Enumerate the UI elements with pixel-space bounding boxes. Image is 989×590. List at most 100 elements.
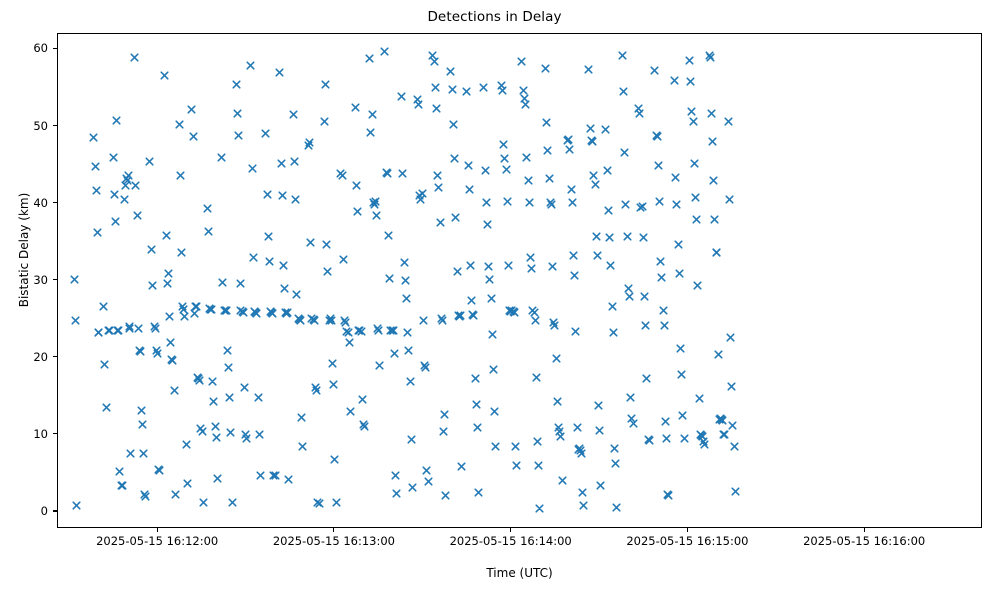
- scatter-point: [239, 308, 248, 317]
- scatter-point: [370, 200, 379, 209]
- y-tick-mark: [53, 279, 57, 281]
- scatter-point: [716, 414, 725, 423]
- scatter-point: [407, 435, 416, 444]
- y-tick-label: 50: [33, 118, 48, 133]
- scatter-point: [687, 107, 696, 116]
- scatter-point: [677, 370, 686, 379]
- scatter-point: [474, 488, 483, 497]
- scatter-point: [297, 413, 306, 422]
- scatter-point: [263, 190, 272, 199]
- scatter-point: [166, 338, 175, 347]
- scatter-point: [531, 315, 540, 325]
- x-tick-mark: [510, 528, 512, 532]
- scatter-point: [72, 501, 81, 510]
- scatter-point: [574, 445, 583, 454]
- scatter-point: [397, 92, 406, 101]
- scatter-point: [369, 198, 378, 207]
- scatter-point: [651, 130, 661, 140]
- scatter-point: [446, 67, 456, 76]
- scatter-point: [532, 373, 541, 382]
- scatter-point: [261, 129, 271, 138]
- scatter-point: [139, 449, 148, 458]
- scatter-point: [220, 305, 229, 315]
- scatter-point: [654, 161, 663, 170]
- scatter-point: [438, 315, 447, 325]
- scatter-point: [436, 218, 445, 227]
- scatter-point: [178, 302, 187, 311]
- scatter-point: [511, 442, 520, 451]
- scatter-point: [175, 120, 184, 130]
- scatter-point: [352, 181, 361, 190]
- scatter-point: [693, 281, 702, 290]
- scatter-point: [678, 411, 687, 420]
- scatter-point: [650, 66, 659, 75]
- scatter-point: [590, 180, 600, 189]
- scatter-point: [728, 421, 737, 430]
- scatter-point: [509, 307, 518, 316]
- scatter-point: [281, 308, 290, 317]
- scatter-point: [528, 306, 537, 315]
- scatter-point: [610, 444, 619, 453]
- scatter-point: [712, 248, 722, 258]
- scatter-point: [91, 162, 100, 171]
- scatter-point: [238, 307, 247, 316]
- scatter-point: [606, 261, 615, 270]
- scatter-point: [126, 449, 135, 458]
- scatter-point: [280, 284, 289, 293]
- scatter-point: [71, 316, 80, 325]
- scatter-point: [709, 176, 718, 185]
- scatter-point: [351, 103, 360, 112]
- scatter-point: [202, 204, 212, 213]
- scatter-point: [120, 194, 129, 204]
- scatter-point: [226, 428, 235, 437]
- scatter-point: [718, 416, 727, 425]
- scatter-point: [584, 65, 593, 74]
- scatter-point: [618, 51, 627, 60]
- scatter-point: [465, 185, 474, 194]
- scatter-point: [279, 261, 288, 270]
- scatter-point: [170, 386, 179, 396]
- scatter-point: [295, 315, 304, 324]
- scatter-point: [124, 322, 134, 332]
- scatter-point: [414, 100, 423, 109]
- scatter-point: [520, 94, 529, 103]
- scatter-point: [674, 240, 683, 249]
- scatter-point: [403, 328, 412, 337]
- y-axis-label: Bistatic Delay (km): [17, 192, 31, 308]
- scatter-point: [719, 430, 729, 439]
- scatter-point: [255, 430, 264, 439]
- scatter-point: [236, 306, 245, 315]
- scatter-point: [706, 53, 715, 62]
- y-tick-mark: [53, 47, 57, 49]
- scatter-point: [712, 248, 721, 258]
- scatter-point: [345, 338, 354, 347]
- scatter-point: [635, 109, 644, 118]
- scatter-point: [675, 268, 684, 278]
- scatter-point: [309, 315, 318, 324]
- x-tick-mark: [863, 528, 865, 532]
- scatter-point: [70, 275, 79, 284]
- scatter-point: [542, 118, 551, 127]
- scatter-point: [217, 153, 226, 162]
- scatter-point: [152, 346, 161, 355]
- scatter-point: [110, 190, 119, 199]
- scatter-point: [625, 292, 634, 301]
- scatter-point: [138, 420, 147, 429]
- scatter-point: [670, 76, 679, 85]
- scatter-point: [714, 415, 724, 424]
- scatter-point: [124, 171, 133, 180]
- scatter-point: [586, 124, 595, 133]
- scatter-point: [434, 183, 443, 192]
- scatter-point: [115, 467, 124, 476]
- scatter-point: [89, 133, 98, 142]
- scatter-point: [196, 423, 205, 433]
- scatter-point: [282, 309, 291, 318]
- scatter-point: [221, 305, 230, 315]
- scatter-point: [655, 197, 664, 206]
- scatter-point: [601, 125, 610, 134]
- scatter-point: [525, 198, 534, 207]
- scatter-point: [679, 433, 689, 443]
- scatter-point: [338, 171, 347, 180]
- scatter-point: [276, 159, 286, 168]
- scatter-point: [626, 393, 635, 402]
